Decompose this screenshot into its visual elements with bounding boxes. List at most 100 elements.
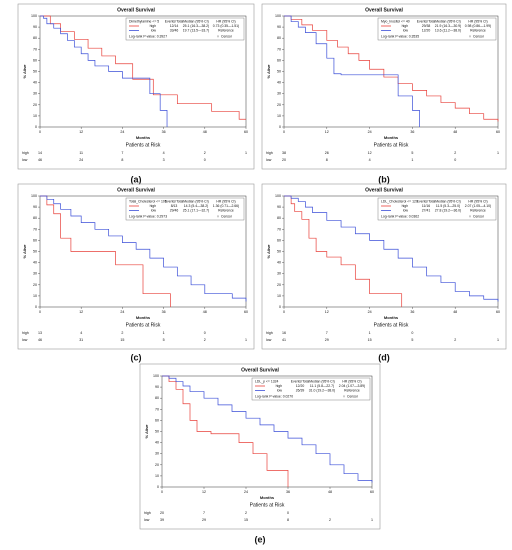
chart-title: Overall Survival — [117, 187, 155, 193]
y-tick-label: 30 — [277, 92, 281, 96]
risk-title: Patients at Risk — [250, 502, 285, 508]
x-tick-label: 60 — [496, 310, 500, 314]
y-tick-label: 20 — [33, 283, 37, 287]
legend-median: 19.7 (13.5—33.7) — [183, 28, 209, 32]
risk-count: 11 — [79, 151, 83, 155]
legend-box — [251, 377, 371, 401]
legend-hr: Reference — [470, 28, 486, 32]
risk-count: 15 — [120, 338, 124, 342]
legend-median: 25.1 (16.3—38.2) — [183, 24, 209, 28]
panel: (a)Overall Survival010203040506070809010… — [17, 3, 255, 184]
legend-name: high — [150, 204, 157, 208]
risk-count: 46 — [38, 338, 42, 342]
risk-row-name: low — [266, 158, 272, 162]
legend-events: 26/39 — [296, 388, 305, 392]
y-tick-label: 10 — [33, 294, 37, 298]
chart-title: Overall Survival — [117, 7, 155, 13]
x-tick-label: 36 — [410, 130, 414, 134]
panel-frame — [17, 183, 255, 350]
x-tick-label: 24 — [244, 490, 248, 494]
risk-count: 16 — [282, 331, 286, 335]
risk-count: 7 — [203, 511, 205, 515]
risk-count: 29 — [202, 518, 206, 522]
risk-row-name: low — [22, 158, 28, 162]
x-tick-label: 12 — [325, 310, 329, 314]
x-tick-label: 36 — [410, 310, 414, 314]
x-tick-label: 12 — [202, 490, 206, 494]
risk-count: 0 — [204, 158, 206, 162]
legend-name: high — [402, 204, 409, 208]
legend-hr: Reference — [218, 208, 234, 212]
x-tick-label: 24 — [368, 310, 372, 314]
risk-count: 20 — [282, 158, 286, 162]
y-tick-label: 40 — [277, 81, 281, 85]
y-tick-label: 100 — [275, 194, 281, 198]
y-tick-label: 10 — [277, 114, 281, 118]
risk-title: Patients at Risk — [126, 322, 161, 328]
legend-events: 29/38 — [422, 24, 431, 28]
x-axis-label: Months — [384, 135, 399, 140]
legend-median: 14.3 (5.4—38.2) — [184, 204, 209, 208]
y-tick-label: 60 — [155, 418, 159, 422]
y-tick-label: 30 — [33, 92, 37, 96]
legend-median: 25.1 (17.1—32.7) — [183, 208, 209, 212]
y-tick-label: 60 — [277, 58, 281, 62]
legend-name: high — [276, 384, 283, 388]
y-tick-label: 30 — [155, 452, 159, 456]
risk-count: 29 — [325, 338, 329, 342]
x-tick-label: 0 — [39, 130, 41, 134]
x-tick-label: 60 — [370, 490, 374, 494]
y-tick-label: 70 — [33, 47, 37, 51]
legend-column: HR (95% CI) — [216, 19, 235, 23]
x-tick-label: 12 — [79, 130, 83, 134]
legend-box — [125, 197, 245, 221]
risk-row-name: high — [266, 331, 273, 335]
legend-censor: Censor — [347, 394, 359, 398]
y-tick-label: 100 — [153, 374, 159, 378]
legend-events: 12/20 — [422, 28, 431, 32]
legend-column: HR (95% CI) — [342, 379, 361, 383]
y-axis-label: % Alive — [266, 64, 271, 79]
x-tick-label: 60 — [244, 310, 248, 314]
x-tick-label: 48 — [453, 310, 457, 314]
risk-count: 1 — [369, 331, 371, 335]
risk-count: 5 — [163, 338, 165, 342]
y-tick-label: 40 — [155, 441, 159, 445]
y-tick-label: 70 — [277, 227, 281, 231]
risk-count: 0 — [411, 331, 413, 335]
y-tick-label: 70 — [33, 227, 37, 231]
y-tick-label: 20 — [277, 103, 281, 107]
y-tick-label: 0 — [35, 125, 37, 129]
legend-events: 29/46 — [170, 208, 179, 212]
legend-column: HR (95% CI) — [468, 199, 487, 203]
risk-count: 1 — [497, 151, 499, 155]
panel: (e)Overall Survival010203040506070809010… — [139, 363, 381, 544]
risk-count: 1 — [245, 338, 247, 342]
legend-column: Median (95% CI) — [183, 19, 208, 23]
legend-column: Median (95% CI) — [435, 199, 460, 203]
legend-column: Median (95% CI) — [309, 379, 334, 383]
risk-count: 7 — [326, 331, 328, 335]
legend-column: Median (95% CI) — [435, 19, 460, 23]
x-axis-label: Months — [136, 315, 151, 320]
risk-count: 0 — [454, 158, 456, 162]
survival-curve — [284, 195, 499, 302]
risk-count: 0 — [204, 331, 206, 335]
y-tick-label: 90 — [277, 25, 281, 29]
x-tick-label: 48 — [203, 130, 207, 134]
risk-count: 5 — [411, 338, 413, 342]
risk-count: 1 — [163, 331, 165, 335]
risk-count: 8 — [121, 158, 123, 162]
legend-name: low — [151, 28, 157, 32]
risk-count: 15 — [368, 338, 372, 342]
legend-events: 12/14 — [170, 24, 179, 28]
risk-count: 14 — [38, 151, 42, 155]
legend-median: 21.9 (16.3—30.9) — [435, 24, 461, 28]
x-tick-label: 36 — [162, 310, 166, 314]
risk-row-name: high — [266, 151, 273, 155]
x-tick-label: 48 — [453, 130, 457, 134]
y-tick-label: 10 — [277, 294, 281, 298]
panel-label: (d) — [378, 352, 390, 362]
risk-count: 1 — [411, 158, 413, 162]
panel-label: (a) — [131, 174, 142, 184]
